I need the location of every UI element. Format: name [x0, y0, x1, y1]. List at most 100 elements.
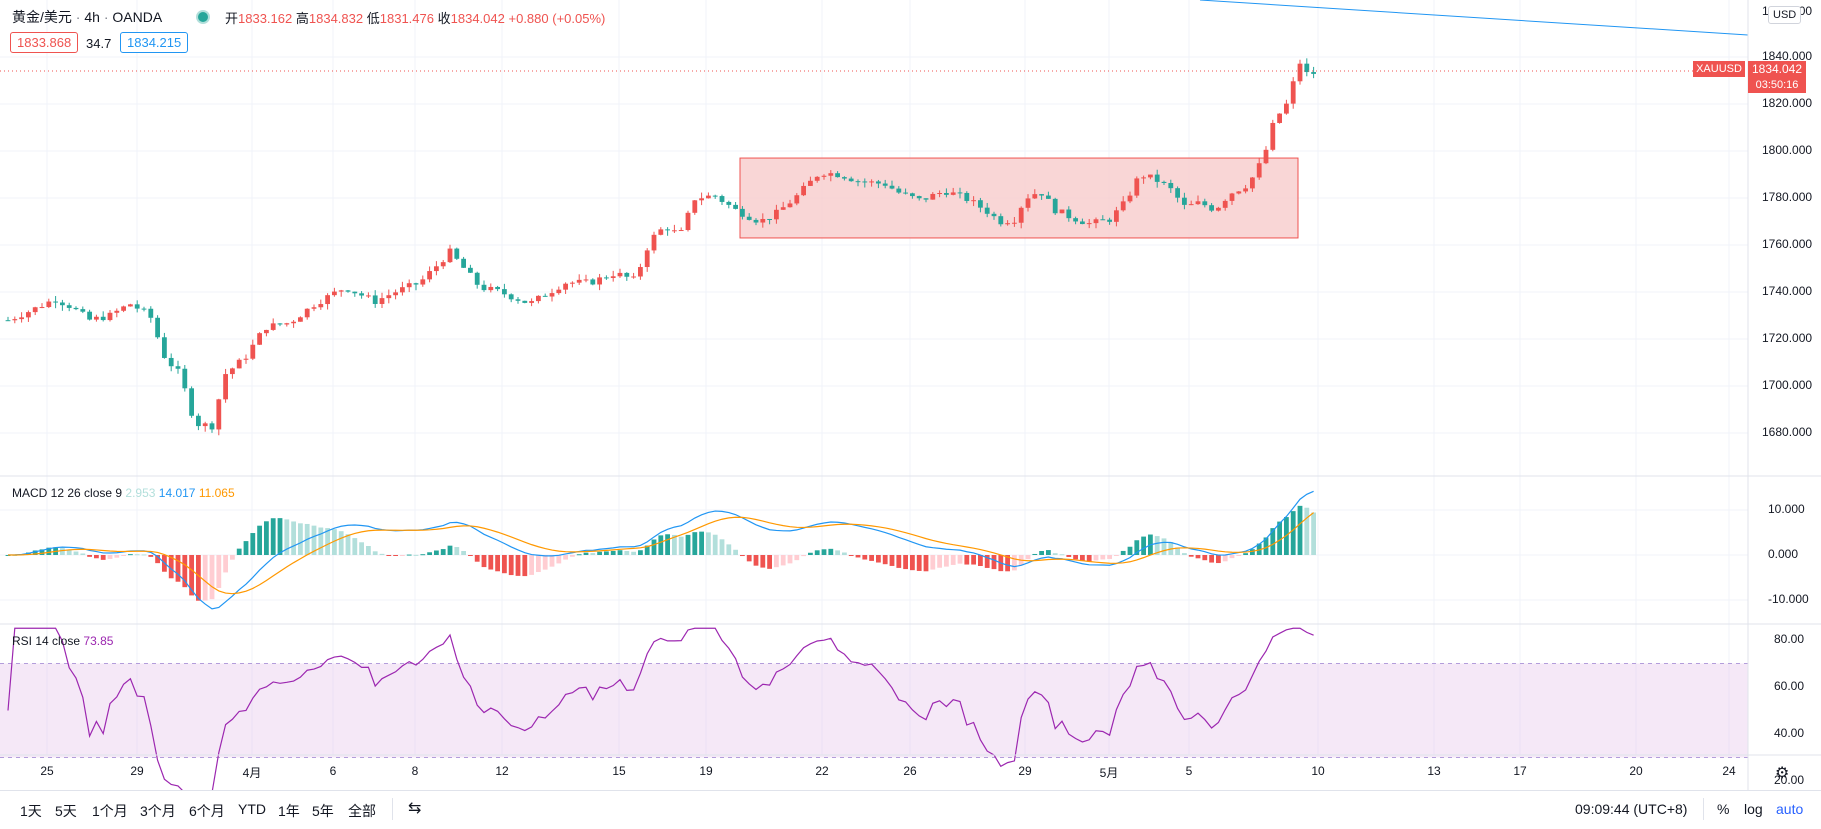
candle-body: [372, 295, 378, 304]
macd-hist-bar: [440, 549, 446, 555]
macd-hist-bar: [359, 542, 364, 555]
macd-hist-bar: [787, 555, 793, 564]
macd-hist-bar: [610, 550, 616, 555]
candle-body: [502, 289, 507, 295]
macd-hist-bar: [780, 555, 786, 566]
candle-body: [257, 333, 262, 345]
macd-hist-bar: [168, 555, 174, 579]
auto-scale-button[interactable]: auto: [1776, 801, 1804, 817]
period-button[interactable]: 1个月: [92, 803, 128, 819]
chart-canvas[interactable]: [0, 0, 1821, 790]
candle-body: [80, 309, 86, 312]
macd-hist-bar: [1154, 536, 1160, 555]
market-status-icon[interactable]: [196, 10, 210, 24]
macd-hist-bar: [1073, 555, 1078, 560]
symbol-legend[interactable]: 黄金/美元 · 4h · OANDA: [12, 9, 163, 25]
macd-hist-bar: [774, 555, 779, 568]
candle-body: [855, 181, 861, 183]
macd-signal-line: [7, 512, 1314, 595]
macd-hist-bar: [1202, 555, 1208, 561]
candle-body: [440, 262, 446, 267]
candle-body: [311, 307, 317, 309]
period-button[interactable]: 1天: [20, 803, 42, 819]
candle-body: [1284, 103, 1289, 114]
macd-hist-bar: [1256, 543, 1262, 555]
candle-body: [780, 207, 786, 210]
candle-body: [168, 357, 174, 367]
macd-hist-bar: [978, 555, 983, 567]
period-button[interactable]: 6个月: [189, 803, 225, 819]
candle-body: [672, 230, 677, 232]
macd-hist-bar: [1039, 551, 1044, 555]
macd-hist-bar: [311, 525, 317, 555]
bid-box[interactable]: 1833.868: [10, 32, 79, 53]
macd-hist-bar: [1080, 555, 1085, 562]
candle-body: [209, 423, 215, 430]
price-tick-label: 1700.000: [1762, 378, 1813, 392]
macd-hist-bar: [583, 552, 589, 555]
clock-label[interactable]: 09:09:44 (UTC+8): [1575, 801, 1688, 817]
macd-hist-bar: [400, 555, 405, 556]
rsi-legend[interactable]: RSI 14 close 73.85: [12, 634, 113, 648]
macd-hist-bar: [66, 549, 72, 555]
candle-body: [923, 198, 929, 200]
macd-hist-bar: [134, 554, 140, 556]
macd-hist-bar: [814, 550, 820, 555]
macd-hist-bar: [94, 555, 99, 559]
price-tick-label: 1740.000: [1762, 284, 1813, 298]
currency-label[interactable]: USD: [1768, 6, 1802, 24]
candle-body: [570, 282, 575, 284]
macd-hist-bar: [699, 531, 704, 555]
period-button[interactable]: 5年: [312, 803, 334, 819]
candle-body: [141, 308, 147, 310]
period-button[interactable]: 全部: [348, 803, 376, 819]
price-tick-label: 1780.000: [1762, 190, 1813, 204]
candle-body: [216, 399, 222, 430]
macd-hist-bar: [73, 551, 79, 555]
macd-hist-bar: [889, 555, 895, 566]
period-button[interactable]: YTD: [238, 801, 266, 817]
macd-hist-bar: [1250, 549, 1255, 555]
time-tick-label: 12: [495, 764, 509, 778]
candle-body: [576, 279, 582, 283]
macd-legend[interactable]: MACD 12 26 close 9 2.953 14.017 11.065: [12, 486, 235, 500]
candle-body: [1290, 81, 1296, 104]
candle-body: [998, 216, 1004, 225]
candle-body: [393, 292, 398, 296]
candle-body: [1127, 195, 1133, 202]
macd-hist-bar: [882, 555, 888, 565]
candle-body: [1161, 181, 1167, 184]
macd-hist-bar: [1046, 550, 1051, 555]
candle-body: [400, 287, 405, 293]
candle-body: [1066, 209, 1072, 219]
candle-body: [495, 286, 500, 290]
macd-hist-bar: [202, 555, 208, 601]
period-button[interactable]: 3个月: [140, 803, 176, 819]
macd-hist-bar: [277, 518, 283, 555]
macd-hist-bar: [869, 555, 874, 561]
macd-hist-bar: [991, 555, 997, 570]
settings-gear-icon[interactable]: ⚙: [1775, 765, 1790, 782]
candle-body: [243, 358, 249, 360]
period-button[interactable]: 1年: [278, 803, 300, 819]
period-button[interactable]: 5天: [55, 803, 77, 819]
ask-box[interactable]: 1834.215: [120, 32, 189, 53]
percent-scale-button[interactable]: %: [1717, 801, 1730, 817]
ohlc-legend: 开1833.162 高1834.832 低1831.476 收1834.042 …: [225, 11, 606, 26]
candle-body: [1080, 221, 1085, 225]
macd-hist-bar: [910, 555, 915, 571]
macd-hist-bar: [1134, 540, 1140, 555]
macd-hist-bar: [379, 553, 385, 555]
date-range-icon[interactable]: ⇆: [408, 800, 422, 817]
macd-hist-bar: [155, 555, 160, 564]
log-scale-button[interactable]: log: [1744, 801, 1763, 817]
candle-body: [1039, 194, 1044, 196]
macd-hist-bar: [971, 555, 976, 565]
macd-hist-bar: [366, 545, 371, 555]
candle-body: [971, 200, 976, 202]
trend-line[interactable]: [1199, 0, 1749, 36]
axes: [0, 0, 1821, 790]
consolidation-zone-rect[interactable]: [739, 157, 1299, 239]
macd-hist-bar: [1290, 511, 1296, 555]
candle-body: [291, 321, 296, 324]
